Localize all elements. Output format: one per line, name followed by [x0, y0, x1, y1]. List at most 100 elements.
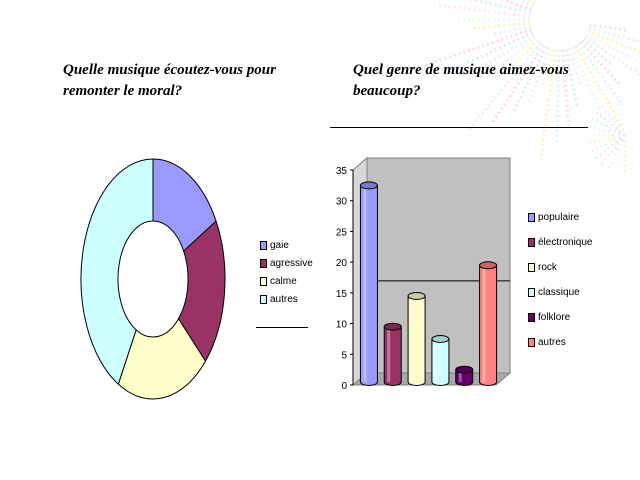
bar-body — [407, 295, 426, 386]
firework-streak — [615, 95, 626, 136]
donut-legend: gaie agressive calme autres — [260, 237, 313, 309]
y-tick-label: 35 — [336, 166, 348, 177]
bar-populaire — [359, 181, 378, 386]
firework-streak — [499, 0, 533, 12]
firework-streak — [508, 39, 540, 70]
y-tick-label: 30 — [336, 197, 348, 208]
firework-streak — [588, 134, 626, 154]
firework-streak — [570, 46, 619, 151]
title-underline — [330, 127, 588, 128]
firework-streak — [538, 49, 558, 161]
bar-body — [455, 369, 474, 386]
legend-label: électronique — [538, 236, 593, 248]
firework-streak — [555, 49, 561, 144]
donut-legend-item: calme — [260, 273, 313, 289]
left-question-title: Quelle musique écoutez-vous pour remonte… — [63, 62, 276, 99]
bar-classique — [431, 335, 450, 386]
bar-électronique — [383, 322, 402, 386]
donut-legend-underline — [256, 327, 308, 328]
legend-swatch — [260, 258, 267, 268]
bar-top — [407, 292, 426, 300]
legend-swatch — [528, 287, 535, 297]
firework-streak — [589, 23, 630, 33]
legend-label: autres — [538, 336, 566, 348]
bar-legend-item: classique — [528, 283, 592, 301]
donut-legend-item: gaie — [260, 237, 313, 253]
firework-streak — [593, 134, 626, 161]
bar-top — [431, 335, 450, 343]
donut-slice-autres — [80, 158, 154, 386]
bar-legend-item: populaire — [528, 208, 592, 226]
firework-streak — [573, 45, 624, 128]
legend-swatch — [260, 240, 267, 250]
firework-streak — [583, 35, 640, 77]
y-tick-label: 15 — [336, 289, 348, 300]
donut-slice-agressive — [177, 220, 226, 363]
firework-streak — [585, 32, 640, 65]
legend-label: calme — [270, 275, 297, 287]
bar-body — [383, 326, 402, 386]
y-tick-label: 5 — [341, 350, 347, 361]
legend-swatch — [528, 312, 535, 322]
firework-streak — [424, 28, 533, 67]
bar-body — [359, 184, 378, 386]
firework-streak — [606, 98, 626, 136]
bar-rock — [407, 292, 426, 386]
bar-top — [359, 181, 378, 190]
firework-streak — [436, 3, 531, 18]
bar-legend-item: folklore — [528, 308, 592, 326]
firework-streak — [615, 134, 626, 175]
firework-streak — [585, 134, 626, 145]
right-question-title: Quel genre de musique aimez-vous beaucou… — [353, 62, 569, 99]
firework-streak — [588, 116, 626, 136]
firework-streak — [567, 48, 583, 88]
bar-body — [479, 264, 498, 386]
firework-streak — [599, 134, 626, 167]
legend-label: folklore — [538, 311, 571, 323]
legend-swatch — [528, 337, 535, 347]
legend-label: rock — [538, 261, 557, 273]
firework-streak — [491, 24, 531, 37]
bar-highlight — [387, 328, 391, 382]
firework-streak — [581, 38, 614, 67]
bar-legend-item: électronique — [528, 233, 592, 251]
bar-legend: populaire électronique rock classique folklo… — [528, 208, 592, 358]
legend-swatch — [528, 262, 535, 272]
bar-highlight — [434, 341, 438, 382]
donut-legend-item: autres — [260, 291, 313, 307]
donut-legend-item: agressive — [260, 255, 313, 271]
firework-streak — [541, 48, 555, 89]
bar-legend-item: autres — [528, 333, 592, 351]
bar-folklore — [455, 365, 474, 386]
legend-label: agressive — [270, 257, 313, 269]
legend-label: populaire — [538, 211, 580, 223]
firework-streak — [606, 134, 626, 172]
bar-top — [383, 322, 402, 331]
bar-top — [479, 261, 498, 270]
legend-swatch — [260, 276, 267, 286]
bar-autres — [479, 261, 498, 386]
donut-slice-calme — [117, 317, 207, 400]
legend-label: classique — [538, 286, 580, 298]
legend-swatch — [528, 212, 535, 222]
bar-top — [455, 365, 474, 374]
firework-streak — [599, 103, 626, 136]
legend-swatch — [260, 294, 267, 304]
firework-streak — [468, 0, 532, 15]
y-tick-label: 25 — [336, 227, 348, 238]
firework-streak — [446, 31, 534, 74]
bar-legend-item: rock — [528, 258, 592, 276]
firework-streak — [468, 42, 542, 131]
firework-streak — [490, 44, 545, 125]
y-tick-label: 20 — [336, 258, 348, 269]
bar-highlight — [411, 298, 415, 382]
donut-slice-gaie — [152, 158, 217, 252]
legend-label: gaie — [270, 239, 289, 251]
legend-swatch — [528, 237, 535, 247]
firework-streak — [593, 109, 626, 136]
y-tick-label: 10 — [336, 320, 348, 331]
bar-highlight — [363, 187, 367, 382]
